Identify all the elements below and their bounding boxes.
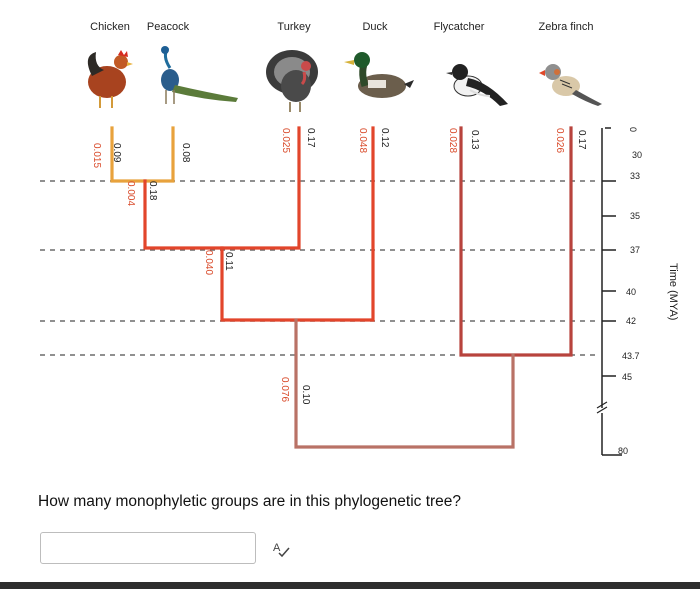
taxon-label-turkey: Turkey bbox=[277, 21, 311, 33]
question-text: How many monophyletic groups are in this… bbox=[38, 493, 462, 510]
tick-label-40: 40 bbox=[626, 287, 636, 297]
branch-label-landfowl-b: 0.10 bbox=[300, 385, 311, 405]
branch-label-landfowl-a: 0.076 bbox=[279, 377, 290, 402]
branch-label-peacock: 0.08 bbox=[180, 143, 191, 163]
answer-input[interactable] bbox=[40, 532, 256, 564]
tick-label-35: 35 bbox=[630, 211, 640, 221]
branch-length-labels: 0.015 0.09 0.08 0.004 0.18 0.040 0.11 0.… bbox=[91, 128, 587, 405]
svg-text:A: A bbox=[273, 542, 281, 554]
axis-title: Time (MYA) bbox=[667, 263, 679, 320]
peacock-icon bbox=[161, 46, 238, 104]
branch-label-turkey-b: 0.17 bbox=[305, 128, 316, 148]
tick-label-43-7: 43.7 bbox=[622, 351, 640, 361]
tick-label-42: 42 bbox=[626, 316, 636, 326]
branch-label-zebra-finch-a: 0.026 bbox=[554, 128, 565, 153]
time-axis-labels: 0 30 33 35 37 40 42 43.7 45 80 Time (MYA… bbox=[618, 127, 679, 456]
time-reference-lines bbox=[40, 180, 600, 356]
branch-label-galliform-b: 0.11 bbox=[223, 252, 234, 271]
taxon-label-chicken: Chicken bbox=[90, 21, 130, 33]
branch-label-chicken-peacock-a: 0.004 bbox=[125, 181, 136, 206]
branch-chicken-peacock-turkey bbox=[143, 126, 301, 250]
branch-label-galliform-a: 0.040 bbox=[203, 250, 214, 275]
tree-branches bbox=[110, 126, 573, 449]
branch-label-chicken-b: 0.09 bbox=[111, 143, 122, 163]
bottom-bar bbox=[0, 582, 700, 589]
branch-label-flycatcher-a: 0.028 bbox=[447, 128, 458, 153]
flycatcher-icon bbox=[446, 64, 508, 106]
branch-passerines bbox=[459, 126, 573, 357]
spellcheck-icon[interactable]: A bbox=[272, 540, 290, 558]
branch-chicken-peacock bbox=[110, 126, 175, 183]
branch-label-chicken-a: 0.015 bbox=[91, 143, 102, 168]
tick-label-0: 0 bbox=[628, 127, 638, 132]
time-axis bbox=[596, 127, 622, 456]
turkey-icon bbox=[266, 50, 318, 112]
branch-root bbox=[294, 318, 515, 449]
branch-label-flycatcher-b: 0.13 bbox=[469, 130, 480, 150]
taxon-label-flycatcher: Flycatcher bbox=[434, 21, 485, 33]
tick-label-33: 33 bbox=[630, 171, 640, 181]
taxon-label-peacock: Peacock bbox=[147, 21, 190, 33]
branch-label-zebra-finch-b: 0.17 bbox=[576, 130, 587, 150]
chicken-icon bbox=[87, 50, 133, 108]
tick-label-37: 37 bbox=[630, 245, 640, 255]
branch-label-duck-a: 0.048 bbox=[357, 128, 368, 153]
taxon-labels: Chicken Peacock Turkey Duck Flycatcher Z… bbox=[90, 21, 593, 33]
branch-label-duck-b: 0.12 bbox=[379, 128, 390, 148]
duck-icon bbox=[344, 52, 414, 98]
taxon-label-zebra-finch: Zebra finch bbox=[538, 21, 593, 33]
taxon-label-duck: Duck bbox=[362, 21, 388, 33]
branch-label-turkey-a: 0.025 bbox=[280, 128, 291, 153]
branch-label-chicken-peacock-b: 0.18 bbox=[147, 181, 158, 201]
tick-label-45: 45 bbox=[622, 372, 632, 382]
tick-label-80: 80 bbox=[618, 446, 628, 456]
tick-label-30: 30 bbox=[632, 150, 642, 160]
zebra-finch-icon bbox=[539, 64, 602, 106]
